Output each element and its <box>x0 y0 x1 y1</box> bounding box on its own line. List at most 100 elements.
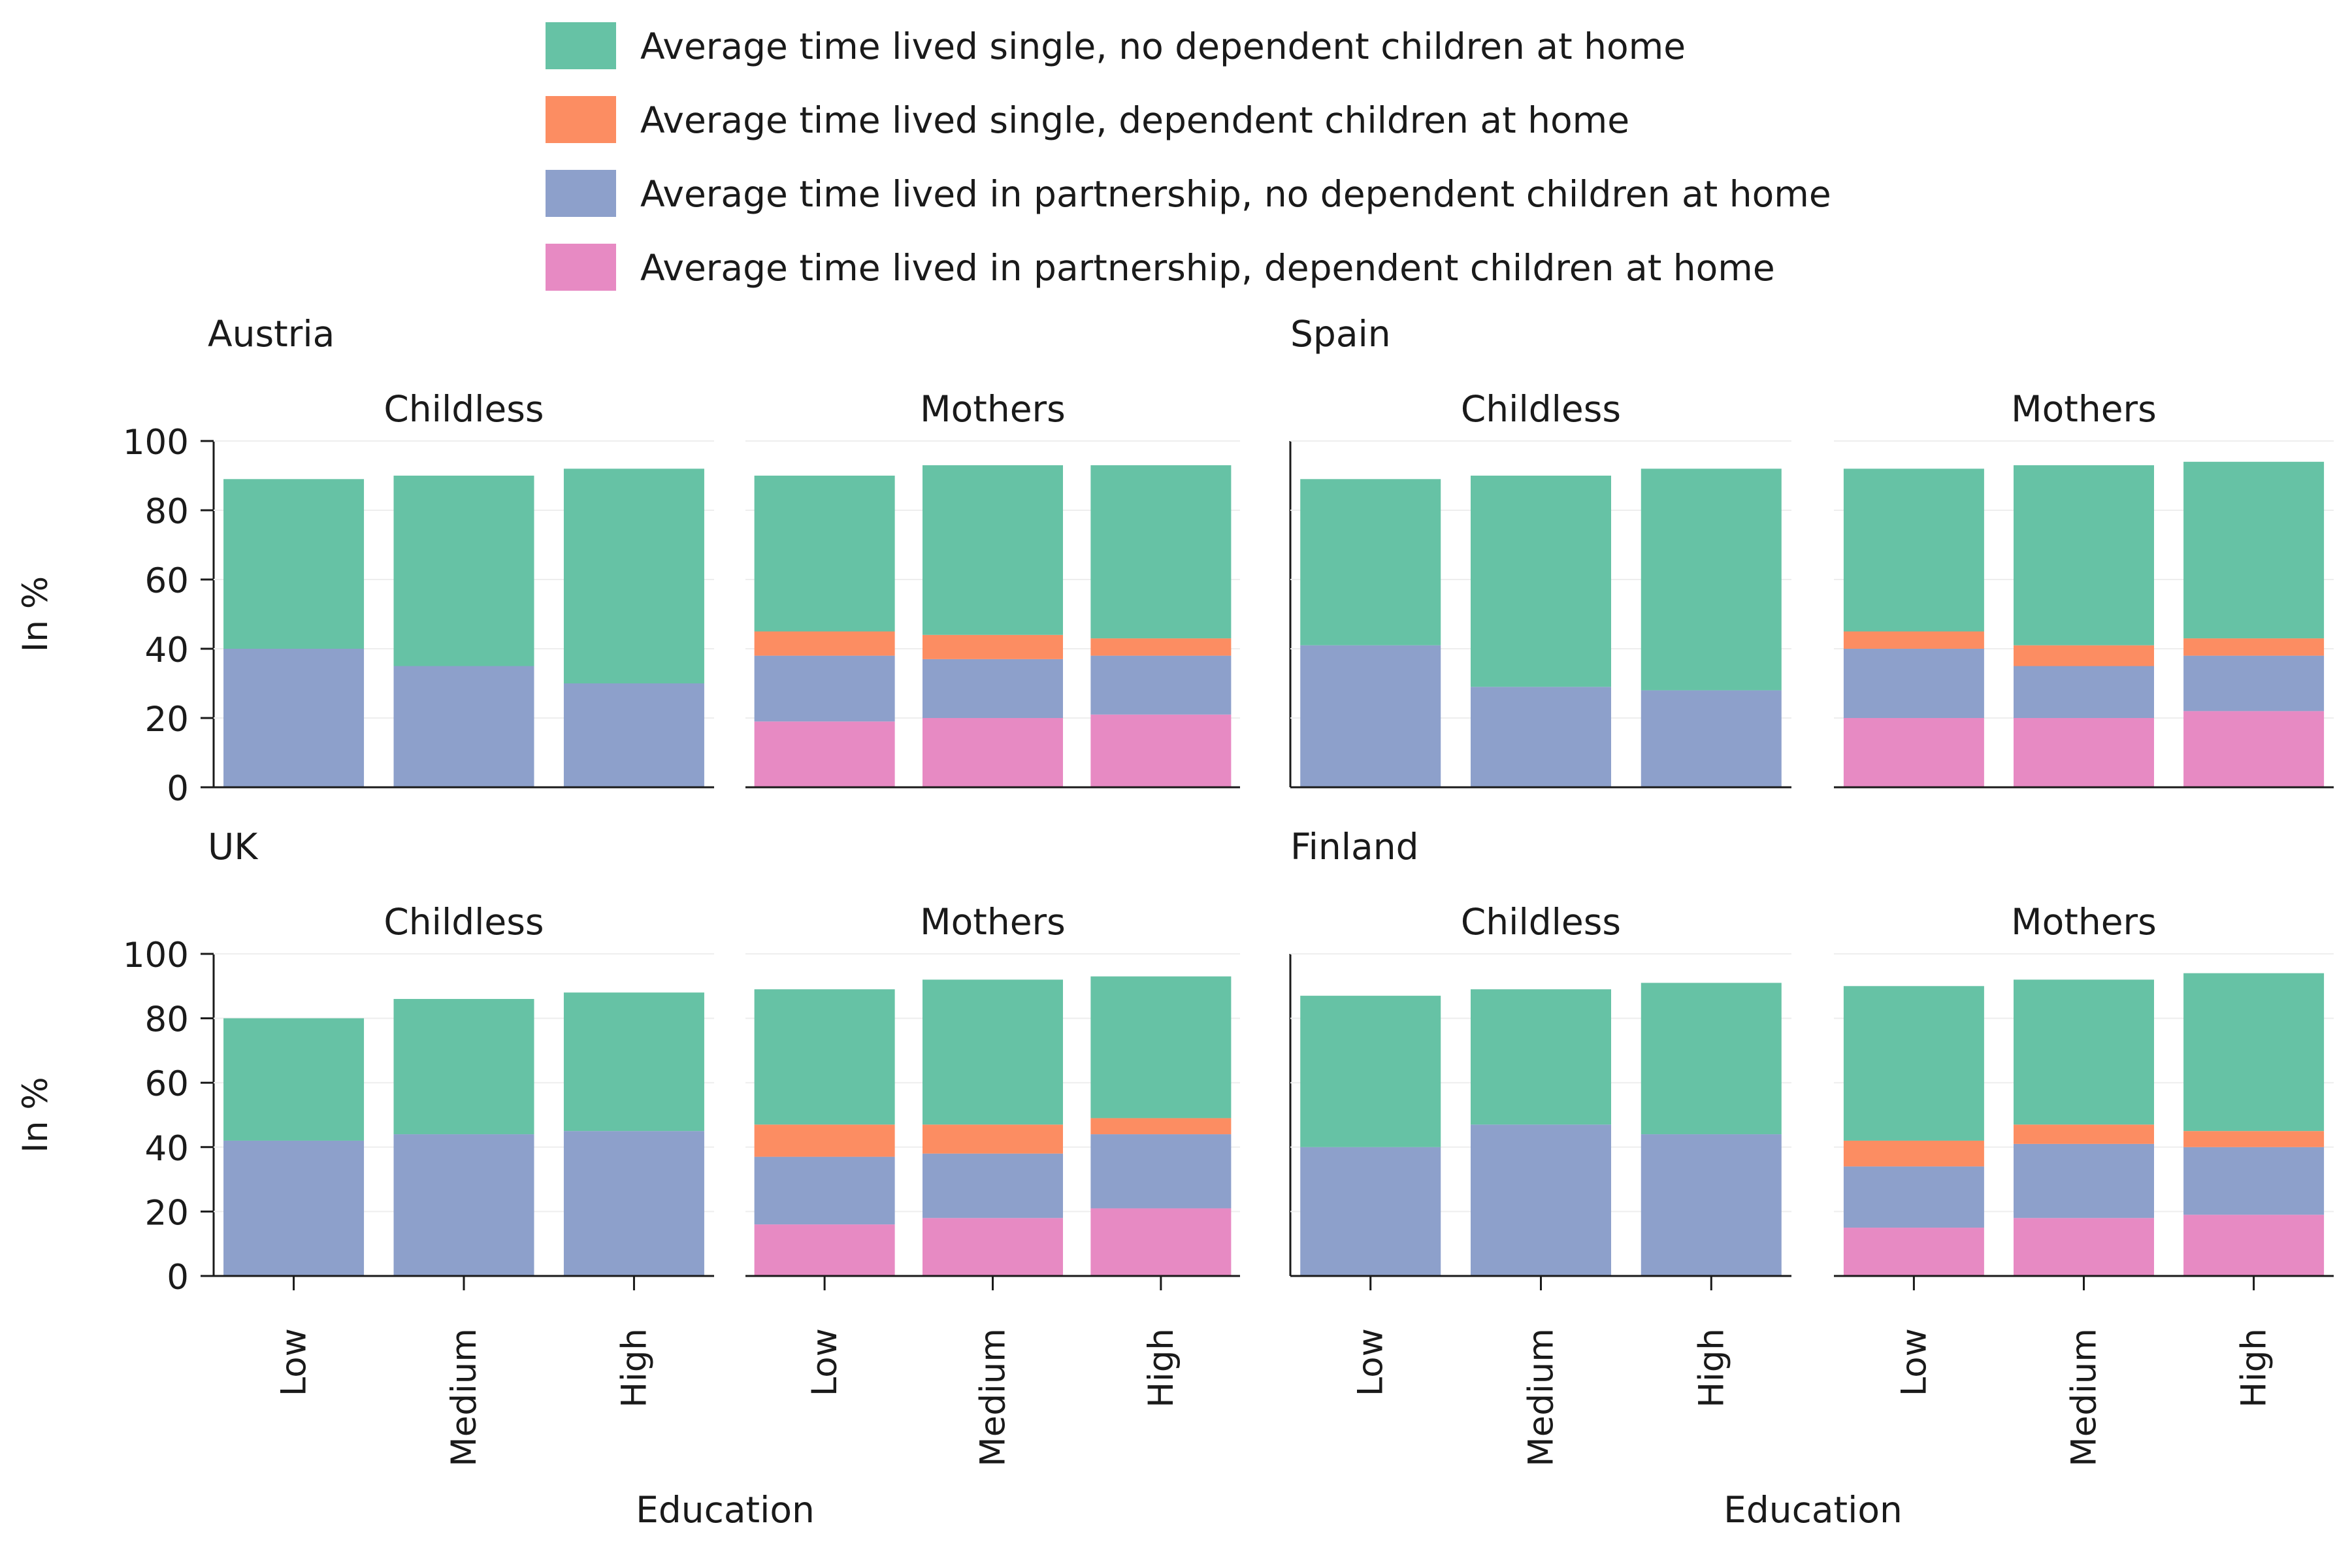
bar-segment-partner_nochild-low <box>1843 649 1984 718</box>
bar-segment-single_child-low <box>754 1124 895 1157</box>
bar-segment-single_nochild-medium <box>923 465 1063 635</box>
bar-segment-single_nochild-high <box>563 468 704 683</box>
bar-segment-single_nochild-low <box>1300 996 1441 1147</box>
bar-segment-partner_nochild-medium <box>1471 1124 1611 1276</box>
x-tick-label-low: Low <box>1351 1328 1391 1396</box>
legend-swatch-single_child <box>546 96 616 143</box>
bar-segment-partner_child-medium <box>923 718 1063 787</box>
panel-title-mothers: Mothers <box>920 901 1066 943</box>
bar-segment-single_nochild-medium <box>2014 979 2154 1125</box>
panel-title-mothers: Mothers <box>920 388 1066 430</box>
y-tick-label: 20 <box>145 700 189 740</box>
bar-segment-partner_nochild-high <box>1641 1134 1782 1276</box>
bar-segment-single_nochild-low <box>1300 479 1441 645</box>
x-tick-label-high: High <box>1141 1328 1181 1408</box>
bar-segment-single_child-low <box>1843 631 1984 649</box>
bar-segment-single_nochild-medium <box>2014 465 2154 645</box>
country-title-uk: UK <box>208 826 259 868</box>
bar-segment-single_child-low <box>1843 1140 1984 1167</box>
x-tick-label-low: Low <box>1894 1328 1934 1396</box>
bar-segment-partner_child-high <box>1090 1208 1232 1276</box>
x-tick-label-medium: Medium <box>1522 1328 1561 1467</box>
bar-segment-partner_nochild-high <box>563 1131 704 1276</box>
x-axis-label: Education <box>636 1489 815 1531</box>
legend-swatch-partner_child <box>546 244 616 291</box>
bar-segment-single_nochild-low <box>1843 468 1984 632</box>
x-tick-label-low: Low <box>274 1328 314 1396</box>
bar-segment-single_nochild-high <box>1641 983 1782 1135</box>
bar-segment-partner_child-medium <box>2014 1218 2154 1276</box>
bar-segment-single_child-medium <box>923 1124 1063 1154</box>
y-axis-label: In % <box>16 576 56 652</box>
y-tick-label: 40 <box>145 630 189 670</box>
bar-segment-single_child-low <box>754 631 895 656</box>
legend-label-single_nochild: Average time lived single, no dependent … <box>640 25 1686 67</box>
panel-title-childless: Childless <box>1461 901 1621 943</box>
bar-segment-single_child-medium <box>2014 645 2154 666</box>
x-tick-label-medium: Medium <box>444 1328 484 1467</box>
country-title-spain: Spain <box>1290 313 1391 355</box>
bar-segment-single_nochild-medium <box>1471 476 1611 687</box>
bar-segment-partner_child-low <box>1843 1228 1984 1276</box>
x-tick-label-low: Low <box>805 1328 845 1396</box>
bar-segment-single_nochild-high <box>563 992 704 1132</box>
bar-segment-partner_nochild-low <box>1300 1147 1441 1276</box>
x-tick-label-high: High <box>2234 1328 2274 1408</box>
x-tick-label-medium: Medium <box>2065 1328 2104 1467</box>
bar-segment-partner_child-high <box>2183 711 2325 787</box>
bar-segment-single_nochild-low <box>1843 986 1984 1141</box>
bar-segment-partner_child-low <box>1843 718 1984 787</box>
y-tick-label: 80 <box>145 492 189 532</box>
bar-segment-partner_nochild-low <box>754 655 895 722</box>
x-axis-label: Education <box>1723 1489 1903 1531</box>
y-tick-label: 80 <box>145 1000 189 1040</box>
bar-segment-single_nochild-high <box>1090 976 1232 1119</box>
bar-segment-single_nochild-high <box>1641 468 1782 691</box>
bar-segment-partner_nochild-medium <box>923 1153 1063 1218</box>
bar-segment-single_nochild-low <box>223 479 365 649</box>
bar-segment-single_nochild-low <box>754 476 895 632</box>
legend-swatch-single_nochild <box>546 22 616 69</box>
bar-segment-single_nochild-low <box>223 1018 365 1141</box>
bar-segment-partner_nochild-high <box>1090 1134 1232 1209</box>
x-tick-label-high: High <box>1691 1328 1731 1408</box>
bar-segment-partner_nochild-low <box>754 1156 895 1225</box>
y-tick-label: 100 <box>123 423 189 463</box>
panel-title-mothers: Mothers <box>2011 388 2157 430</box>
bar-segment-single_nochild-medium <box>393 476 534 666</box>
bar-segment-single_child-medium <box>2014 1124 2154 1144</box>
panel-title-mothers: Mothers <box>2011 901 2157 943</box>
bar-segment-single_nochild-medium <box>923 979 1063 1125</box>
bar-segment-partner_nochild-medium <box>2014 1143 2154 1218</box>
y-tick-label: 60 <box>145 561 189 601</box>
bar-segment-partner_nochild-medium <box>2014 666 2154 718</box>
country-title-austria: Austria <box>208 313 335 355</box>
y-tick-label: 0 <box>167 1258 189 1298</box>
bar-segment-single_child-high <box>2183 638 2325 656</box>
legend-label-single_child: Average time lived single, dependent chi… <box>640 99 1629 141</box>
panel-title-childless: Childless <box>1461 388 1621 430</box>
y-tick-label: 40 <box>145 1129 189 1169</box>
bar-segment-partner_nochild-low <box>223 649 365 787</box>
bar-segment-partner_child-medium <box>2014 718 2154 787</box>
bar-segment-single_nochild-medium <box>1471 989 1611 1125</box>
bar-segment-single_child-medium <box>923 634 1063 659</box>
bar-segment-partner_nochild-low <box>1300 645 1441 787</box>
bar-segment-partner_nochild-high <box>1641 690 1782 787</box>
bar-segment-single_child-high <box>1090 1118 1232 1135</box>
bar-segment-single_nochild-high <box>1090 465 1232 639</box>
bar-segment-partner_nochild-medium <box>1471 687 1611 787</box>
bar-segment-partner_child-high <box>2183 1215 2325 1276</box>
bar-segment-single_nochild-high <box>2183 973 2325 1132</box>
bar-segment-single_nochild-high <box>2183 461 2325 639</box>
y-tick-label: 100 <box>123 936 189 975</box>
panel-title-childless: Childless <box>384 901 544 943</box>
y-tick-label: 0 <box>167 769 189 809</box>
y-axis-label: In % <box>16 1077 56 1152</box>
legend-label-partner_child: Average time lived in partnership, depen… <box>640 247 1775 289</box>
bar-segment-partner_child-high <box>1090 714 1232 787</box>
bar-segment-single_nochild-medium <box>393 999 534 1135</box>
x-tick-label-high: High <box>614 1328 654 1408</box>
country-title-finland: Finland <box>1290 826 1419 868</box>
